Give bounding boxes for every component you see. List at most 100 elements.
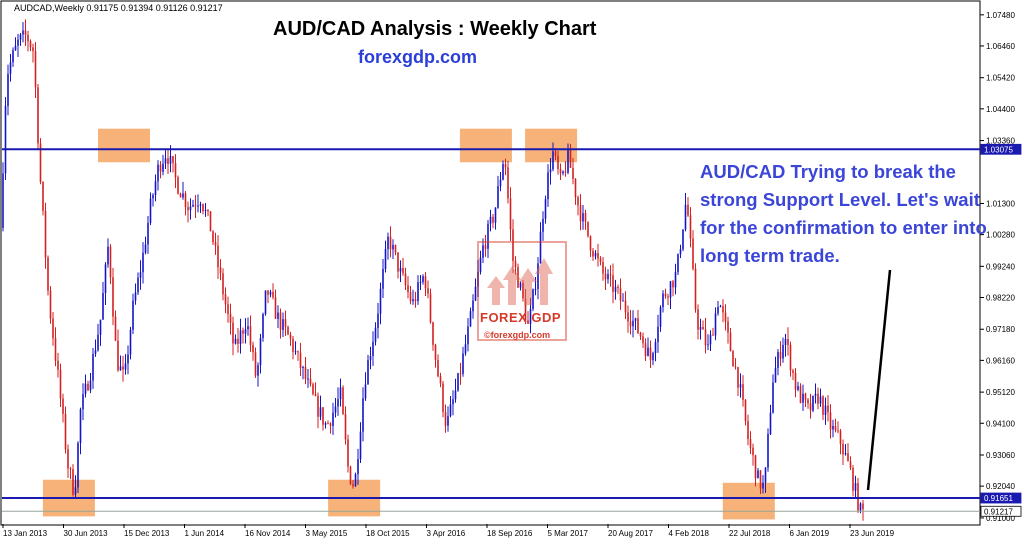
candle-body	[299, 352, 302, 368]
candle-body	[454, 390, 457, 400]
candle-body	[412, 299, 414, 302]
candle-body	[837, 430, 839, 432]
candle-body	[147, 222, 149, 245]
candle-body	[624, 300, 627, 313]
candle-body	[214, 242, 217, 246]
candle-body	[679, 249, 682, 255]
candle-body	[654, 342, 657, 354]
candle-body	[359, 431, 362, 460]
price-label: 0.91651	[984, 494, 1013, 503]
candle-body	[367, 360, 369, 385]
highlight-box-bottom-2018	[722, 482, 775, 520]
candle-body	[177, 177, 179, 194]
candle-body	[427, 288, 429, 294]
analysis-annotation: AUD/CAD Trying to break the strong Suppo…	[700, 161, 987, 266]
candle-body	[437, 359, 439, 377]
candle-body	[752, 447, 754, 456]
candle-body	[407, 285, 409, 293]
candle-body	[227, 304, 229, 314]
candle-body	[639, 332, 642, 337]
candle-body	[582, 213, 584, 222]
candle-body	[402, 267, 404, 274]
candle-body	[277, 312, 279, 319]
candle-body	[39, 143, 42, 182]
candle-body	[667, 296, 669, 298]
candle-body	[249, 326, 252, 345]
candle-body	[464, 344, 467, 354]
candle-body	[74, 487, 77, 495]
candle-body	[17, 39, 19, 46]
candle-body	[492, 216, 494, 223]
candle-body	[584, 213, 587, 222]
candle-body	[784, 339, 787, 345]
candle-body	[704, 329, 707, 346]
candle-body	[264, 290, 267, 315]
candle-body	[502, 164, 504, 180]
candle-body	[372, 341, 374, 356]
candle-body	[339, 387, 342, 400]
candle-body	[269, 291, 272, 295]
candle-body	[802, 393, 804, 403]
candle-body	[9, 62, 12, 74]
candle-body	[184, 193, 187, 208]
candle-body	[604, 273, 607, 280]
candle-body	[152, 195, 154, 199]
candle-body	[204, 209, 207, 212]
candle-body	[652, 353, 654, 361]
candle-body	[352, 484, 354, 487]
candle-body	[124, 363, 127, 370]
y-tick-label: 0.91000	[986, 514, 1015, 523]
y-tick-label: 1.00280	[986, 231, 1015, 240]
candle-body	[47, 257, 49, 291]
candle-body	[592, 250, 594, 257]
candle-body	[542, 218, 544, 232]
x-tick-label: 23 Jun 2019	[850, 529, 895, 538]
candle-body	[289, 334, 292, 339]
candle-body	[674, 272, 677, 288]
candle-body	[142, 252, 144, 273]
candle-body	[539, 231, 542, 264]
candle-body	[839, 430, 842, 444]
candle-body	[447, 415, 449, 426]
candle-body	[727, 321, 729, 333]
candle-body	[589, 236, 592, 251]
candle-body	[467, 326, 469, 345]
candle-body	[857, 483, 859, 511]
y-tick-label: 0.95120	[986, 388, 1015, 397]
candle-body	[562, 171, 564, 174]
candle-body	[702, 327, 704, 330]
candle-body	[387, 236, 389, 250]
candle-body	[127, 354, 129, 364]
candle-body	[132, 300, 134, 330]
candle-body	[342, 387, 344, 415]
candle-body	[259, 337, 262, 366]
candle-body	[807, 399, 809, 404]
candle-body	[244, 329, 247, 334]
x-tick-label: 18 Oct 2015	[366, 529, 410, 538]
candle-body	[749, 439, 752, 448]
candle-body	[617, 286, 619, 288]
candle-body	[19, 34, 22, 40]
candle-body	[722, 306, 724, 313]
candle-body	[767, 433, 769, 468]
candle-body	[112, 277, 114, 317]
candle-body	[87, 383, 89, 391]
forexgdp-watermark-logo	[477, 241, 567, 341]
candle-body	[754, 455, 757, 479]
candle-body	[114, 316, 117, 341]
candle-body	[422, 276, 424, 283]
candle-body	[484, 245, 487, 249]
candle-body	[12, 50, 14, 63]
candle-body	[199, 204, 202, 206]
candle-body	[672, 281, 674, 288]
candle-body	[534, 289, 537, 291]
candle-body	[322, 407, 324, 425]
highlight-box-top-2017	[525, 128, 578, 163]
x-tick-label: 15 Dec 2013	[124, 529, 170, 538]
candle-body	[252, 344, 254, 353]
candle-body	[34, 51, 37, 88]
candle-body	[744, 399, 747, 422]
candle-body	[529, 308, 532, 324]
candle-body	[187, 207, 189, 211]
